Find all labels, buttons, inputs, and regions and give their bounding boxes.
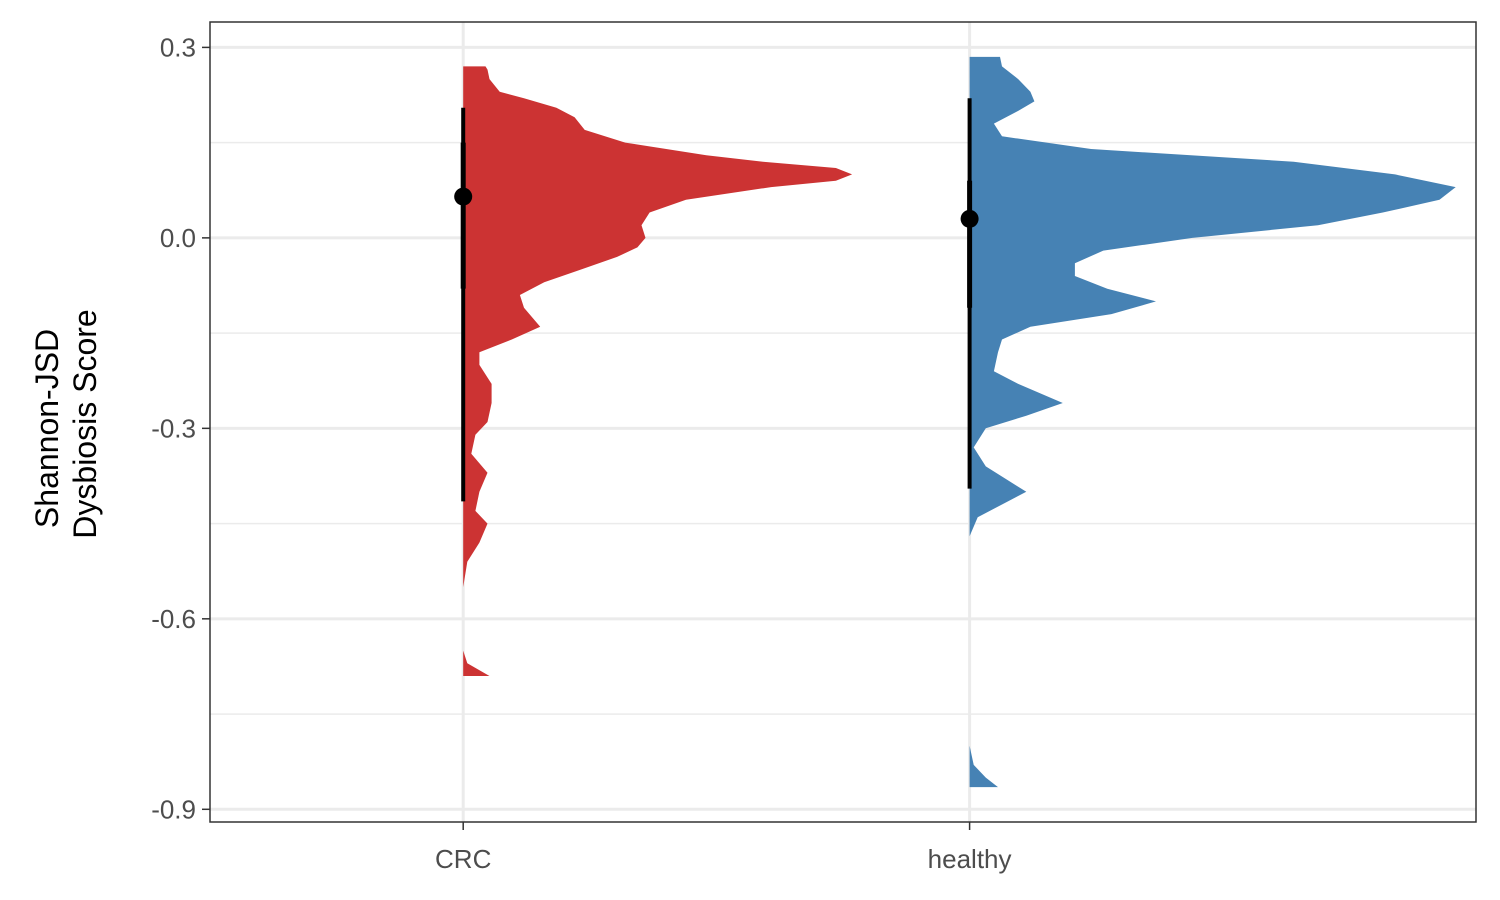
- data-marks: [454, 56, 1456, 788]
- y-axis-title-line-2: Dysbiosis Score: [67, 309, 103, 538]
- y-tick-label: 0.3: [160, 32, 196, 62]
- y-axis-title: Shannon-JSD Dysbiosis Score: [29, 309, 103, 538]
- y-axis: 0.3 0.0 -0.3 -0.6 -0.9: [151, 32, 210, 824]
- y-tick-label: -0.9: [151, 794, 196, 824]
- density-CRC: [463, 66, 853, 676]
- y-tick-label: 0.0: [160, 223, 196, 253]
- plot-panel: [210, 22, 1476, 822]
- x-tick-label-healthy: healthy: [928, 844, 1012, 874]
- x-axis: CRC healthy: [435, 822, 1012, 874]
- x-tick-label-CRC: CRC: [435, 844, 491, 874]
- y-tick-label: -0.3: [151, 413, 196, 443]
- median-point-healthy: [960, 209, 979, 228]
- plot-border: [209, 21, 1477, 823]
- median-point-CRC: [454, 187, 473, 206]
- y-tick-label: -0.6: [151, 604, 196, 634]
- density-healthy: [969, 56, 1456, 788]
- y-axis-title-line-1: Shannon-JSD: [29, 329, 65, 528]
